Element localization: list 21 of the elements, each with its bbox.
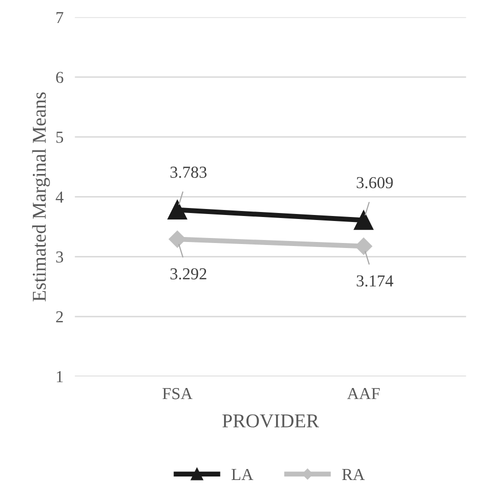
legend-label: RA: [342, 468, 365, 480]
data-label: 3.174: [356, 275, 394, 287]
point: [168, 230, 186, 248]
y-tick-label: 7: [56, 12, 64, 24]
y-tick-label: 4: [56, 192, 64, 203]
y-tick-label: 3: [56, 251, 64, 263]
point: [354, 210, 374, 230]
x-axis-title: PROVIDER: [222, 414, 320, 428]
y-tick-label: 6: [56, 72, 64, 84]
data-label: 3.292: [170, 268, 206, 280]
y-tick-label: 2: [56, 311, 63, 322]
data-label: 3.609: [356, 177, 393, 188]
point: [168, 200, 188, 220]
x-tick-label: FSA: [162, 388, 192, 400]
y-tick-label: 5: [56, 132, 64, 143]
y-axis-title: Estimated Marginal Means: [32, 92, 50, 302]
x-tick-label: AAF: [347, 388, 380, 400]
y-tick-label: 1: [56, 371, 63, 382]
point: [355, 238, 372, 255]
data-label: 3.783: [170, 166, 207, 178]
legend-label: LA: [232, 468, 254, 480]
